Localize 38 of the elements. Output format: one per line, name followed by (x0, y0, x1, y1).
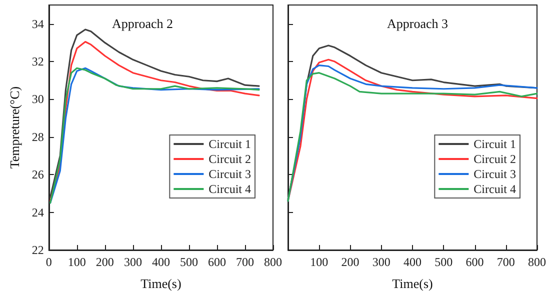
legend-label: Circuit 3 (474, 167, 516, 181)
x-tick-label: 0 (46, 255, 52, 269)
line-series (50, 67, 260, 204)
y-tick-label: 24 (32, 205, 44, 220)
x-tick-label: 100 (68, 255, 86, 269)
x-tick-label: 200 (96, 255, 114, 269)
x-tick-label: 500 (434, 255, 453, 269)
legend-label: Circuit 1 (208, 137, 251, 151)
x-tick-label: 400 (404, 255, 422, 269)
x-tick-label: 800 (264, 255, 282, 269)
y-tick-label: 30 (32, 92, 44, 106)
x-tick-label: 700 (236, 255, 254, 269)
x-tick-label: 300 (124, 255, 142, 269)
y-tick-label: 22 (32, 243, 44, 257)
legend-label: Circuit 2 (208, 152, 251, 166)
y-axis-title: Tempreture(°C) (7, 86, 22, 169)
x-tick-label: 100 (310, 255, 328, 269)
legend-label: Circuit 4 (474, 182, 516, 196)
x-axis-title: Time(s) (140, 276, 182, 291)
legend-label: Circuit 2 (474, 152, 516, 166)
text: Approach 3 (386, 16, 448, 31)
x-tick-label: 800 (528, 255, 546, 269)
legend-label: Circuit 1 (474, 137, 516, 151)
y-tick-label: 32 (32, 54, 44, 69)
x-tick-label: 600 (466, 255, 484, 269)
y-tick-label: 26 (32, 168, 44, 182)
text: Approach 2 (112, 16, 174, 31)
legend-label: Circuit 3 (208, 167, 251, 181)
x-tick-label: 300 (372, 255, 390, 269)
y-tick-label: 34 (32, 16, 44, 31)
y-tick-label: 28 (32, 130, 44, 144)
legend-label: Circuit 4 (208, 182, 251, 196)
x-tick-label: 400 (152, 255, 170, 269)
x-tick-label: 200 (341, 255, 360, 269)
x-axis-title: Time(s) (392, 276, 433, 291)
x-tick-label: 700 (496, 255, 515, 269)
x-tick-label: 500 (180, 255, 198, 269)
x-tick-label: 600 (208, 255, 226, 269)
